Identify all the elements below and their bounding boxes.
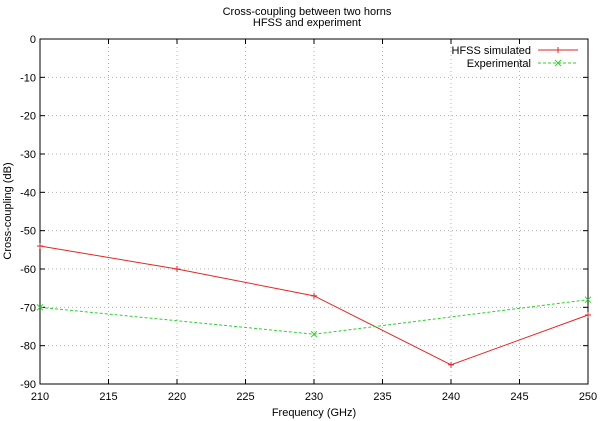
x-axis-label: Frequency (GHz) xyxy=(272,407,356,419)
x-tick-label: 225 xyxy=(236,391,254,403)
y-axis-label: Cross-coupling (dB) xyxy=(2,162,14,259)
x-tick-label: 210 xyxy=(31,391,49,403)
data-point xyxy=(448,361,454,368)
grid-lines xyxy=(40,39,588,384)
data-point xyxy=(311,292,317,299)
x-tick-label: 240 xyxy=(442,391,460,403)
y-tick-label: -70 xyxy=(20,302,36,314)
x-tick-label: 215 xyxy=(99,391,117,403)
y-tick-label: -90 xyxy=(20,379,36,391)
x-tick-label: 235 xyxy=(373,391,391,403)
y-tick-label: 0 xyxy=(30,34,36,46)
y-tick-label: -50 xyxy=(20,226,36,238)
data-point xyxy=(36,303,44,311)
y-tick-label: -40 xyxy=(20,187,36,199)
y-tick-label: -60 xyxy=(20,264,36,276)
legend-label: Experimental xyxy=(467,58,531,70)
y-tick-label: -80 xyxy=(20,341,36,353)
x-tick-label: 220 xyxy=(168,391,186,403)
legend-label: HFSS simulated xyxy=(452,45,531,57)
data-point xyxy=(37,243,43,249)
data-point xyxy=(584,296,592,304)
data-point xyxy=(585,312,591,318)
axis-ticks: 210 215 220 225 230 235 240 245 250 0 -10 -20 -30 -40… xyxy=(20,34,597,403)
y-tick-label: -20 xyxy=(20,111,36,123)
legend-marker xyxy=(555,47,561,53)
x-tick-label: 250 xyxy=(579,391,597,403)
y-tick-label: -30 xyxy=(20,149,36,161)
series-line-2 xyxy=(39,299,589,335)
x-tick-label: 245 xyxy=(510,391,528,403)
series-group xyxy=(36,243,592,368)
legend-marker xyxy=(554,59,562,67)
x-tick-label: 230 xyxy=(305,391,323,403)
y-tick-label: -10 xyxy=(20,72,36,84)
chart-title: Cross-coupling between two horns xyxy=(223,6,392,18)
data-point xyxy=(174,266,180,272)
chart-subtitle: HFSS and experiment xyxy=(253,17,361,29)
data-point xyxy=(310,330,318,338)
